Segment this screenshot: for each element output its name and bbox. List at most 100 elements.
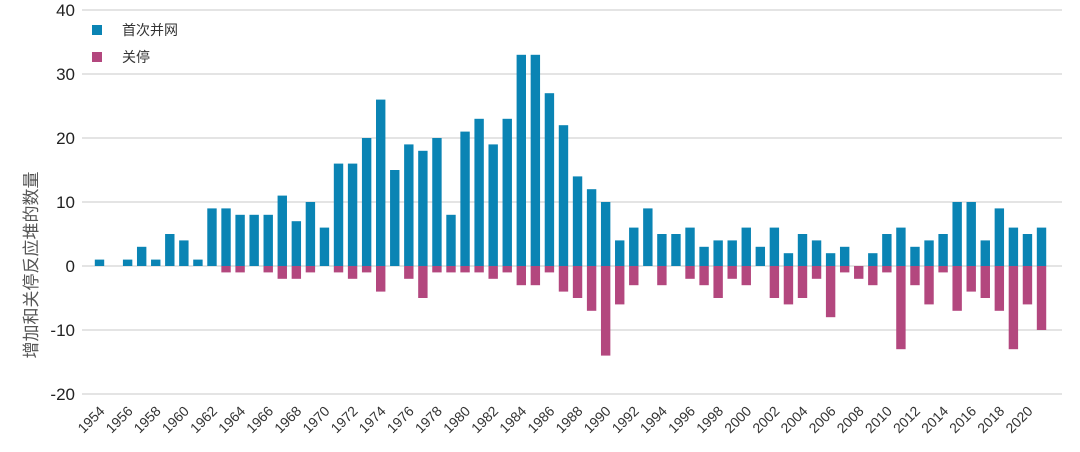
bar-shutdown [783, 266, 794, 305]
bar-first-grid [193, 259, 203, 266]
bar-shutdown [629, 266, 639, 286]
legend: 首次并网 关停 [92, 23, 178, 66]
bar-first-grid [615, 240, 625, 266]
bar-shutdown [558, 266, 569, 292]
bar-shutdown [572, 266, 583, 298]
x-tick-label: 1982 [468, 403, 501, 436]
bar-first-grid [165, 234, 175, 266]
bar-shutdown [882, 266, 892, 273]
x-tick-label: 2012 [890, 403, 923, 436]
bar-shutdown [432, 266, 442, 273]
bar-first-grid [530, 54, 541, 266]
bar-shutdown [418, 266, 428, 298]
x-tick-label: 1968 [271, 403, 304, 436]
bar-first-grid [390, 170, 400, 266]
bar-first-grid [221, 208, 231, 266]
bar-shutdown [825, 266, 836, 318]
bar-first-grid [151, 259, 161, 266]
bar-first-grid [910, 246, 920, 266]
x-tick-label: 1956 [102, 403, 135, 436]
x-tick-label: 2014 [918, 403, 951, 436]
bar-shutdown [530, 266, 541, 286]
bar-shutdown [924, 266, 934, 305]
x-tick-label: 2008 [833, 403, 866, 436]
x-tick-label: 2004 [777, 403, 810, 436]
x-tick-label: 2000 [721, 403, 754, 436]
x-tick-label: 1986 [524, 403, 557, 436]
bar-first-grid [305, 202, 316, 266]
bar-first-grid [952, 202, 962, 266]
bar-first-grid [361, 138, 372, 266]
bar-shutdown [769, 266, 780, 298]
bar-shutdown [460, 266, 470, 273]
x-tick-label: 1984 [496, 403, 529, 436]
bar-first-grid [797, 234, 808, 266]
bar-first-grid [502, 118, 512, 266]
bar-first-grid [600, 202, 611, 266]
bar-first-grid [994, 208, 1005, 266]
bar-shutdown [854, 266, 864, 279]
bar-first-grid [586, 189, 597, 266]
bar-shutdown [657, 266, 667, 286]
bar-first-grid [376, 99, 386, 266]
x-tick-label: 1972 [327, 403, 360, 436]
bar-shutdown [586, 266, 597, 311]
bar-first-grid [179, 240, 189, 266]
bar-first-grid [811, 240, 822, 266]
bars [94, 54, 1047, 356]
bar-first-grid [938, 234, 948, 266]
x-tick-label: 1964 [215, 403, 248, 436]
bar-shutdown [277, 266, 287, 279]
bar-first-grid [629, 227, 639, 266]
bar-first-grid [896, 227, 906, 266]
bar-shutdown [713, 266, 723, 298]
bar-first-grid [572, 176, 583, 266]
bar-shutdown [839, 266, 850, 273]
y-tick-label: 30 [56, 65, 75, 84]
x-tick-label: 2016 [946, 403, 979, 436]
bar-first-grid [713, 240, 723, 266]
bar-first-grid [319, 227, 330, 266]
x-tick-label: 1962 [187, 403, 220, 436]
x-tick-label: 1958 [130, 403, 163, 436]
bar-first-grid [474, 118, 484, 266]
x-tick-label: 1954 [74, 403, 107, 436]
x-tick-label: 1966 [243, 403, 276, 436]
bar-first-grid [755, 246, 766, 266]
bar-first-grid [94, 259, 105, 266]
y-tick-label: 40 [56, 1, 75, 20]
gridlines [82, 9, 1062, 395]
bar-shutdown [868, 266, 878, 286]
bar-first-grid [333, 163, 344, 266]
x-tick-label: 2010 [862, 403, 895, 436]
bar-shutdown [1036, 266, 1047, 330]
y-tick-label: -20 [50, 385, 75, 404]
bar-shutdown [235, 266, 245, 273]
bar-first-grid [291, 221, 302, 266]
y-axis-label: 增加和关停反应堆的数量 [22, 172, 42, 359]
legend-label-shutdown: 关停 [122, 49, 150, 66]
bar-first-grid [488, 144, 498, 266]
bar-shutdown [910, 266, 920, 286]
bar-first-grid [727, 240, 737, 266]
bar-first-grid [924, 240, 934, 266]
bar-shutdown [333, 266, 344, 273]
bar-first-grid [404, 144, 414, 266]
x-tick-label: 1992 [609, 403, 642, 436]
bar-shutdown [600, 266, 611, 356]
bar-shutdown [488, 266, 498, 279]
bar-first-grid [699, 246, 709, 266]
bar-first-grid [1036, 227, 1047, 266]
bar-first-grid [122, 259, 133, 266]
bar-shutdown [474, 266, 484, 273]
bar-first-grid [277, 195, 287, 266]
bar-first-grid [347, 163, 358, 266]
bar-first-grid [207, 208, 217, 266]
bar-first-grid [1008, 227, 1019, 266]
bar-shutdown [502, 266, 512, 273]
legend-label-first-grid: 首次并网 [122, 23, 178, 39]
bar-shutdown [797, 266, 808, 298]
x-tick-label: 1998 [693, 403, 726, 436]
bar-shutdown [361, 266, 372, 273]
